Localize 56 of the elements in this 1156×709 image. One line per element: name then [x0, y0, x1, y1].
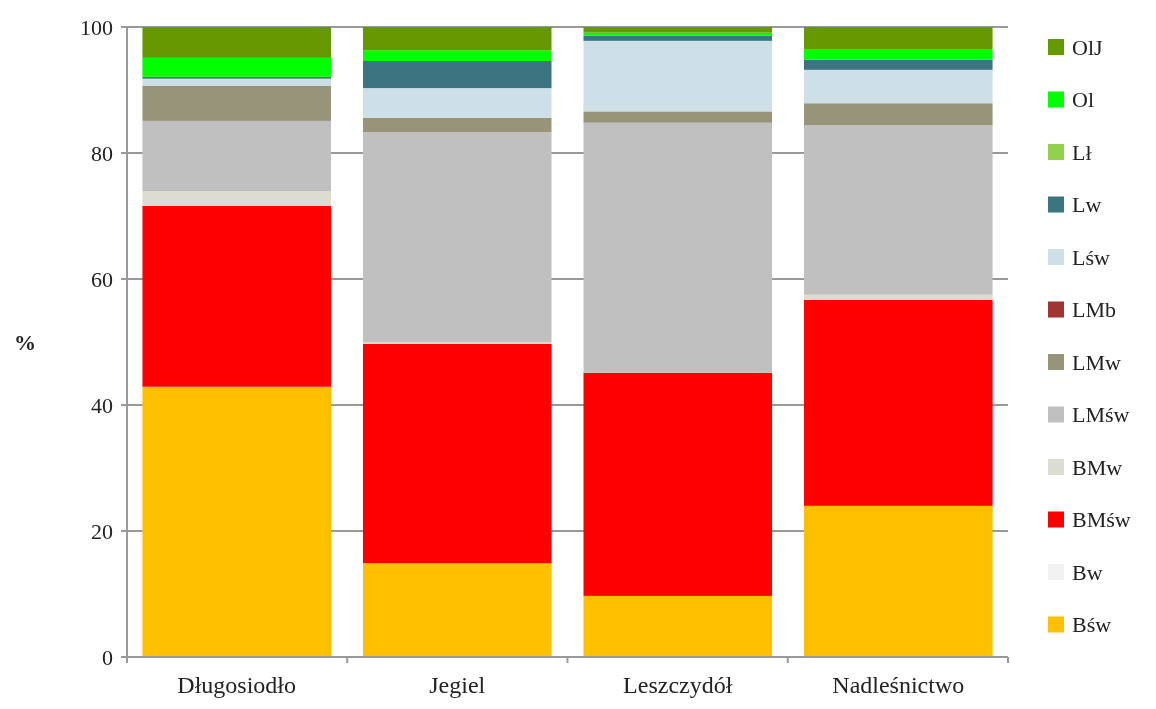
- legend-label: Lł: [1072, 139, 1092, 165]
- bar: [362, 132, 552, 342]
- bar: [583, 40, 773, 112]
- bar: [804, 299, 993, 506]
- y-tick-label: 60: [91, 266, 113, 292]
- bar: [804, 59, 993, 70]
- bar: [804, 27, 993, 50]
- legend-label: BMśw: [1072, 507, 1131, 533]
- legend-label: LMb: [1072, 297, 1116, 323]
- bar: [362, 117, 552, 133]
- bar: [362, 27, 552, 51]
- y-tick-label: 80: [91, 140, 113, 166]
- bar: [583, 27, 773, 33]
- legend-label: BMw: [1072, 454, 1123, 480]
- bar: [142, 57, 331, 77]
- bar: [142, 191, 331, 206]
- y-tick-label: 20: [91, 518, 113, 544]
- bar: [583, 32, 773, 36]
- x-tick-label: Długosiodło: [177, 672, 297, 698]
- bar: [804, 69, 993, 104]
- x-tick-label: Leszczydół: [623, 672, 733, 698]
- bar: [142, 386, 331, 657]
- y-tick-label: 0: [102, 644, 113, 670]
- bar: [583, 35, 773, 41]
- bar: [583, 372, 773, 596]
- legend-label: Bśw: [1072, 612, 1112, 638]
- legend-label: LMśw: [1072, 402, 1130, 428]
- y-axis-title: %: [14, 329, 36, 355]
- x-tick-label: Nadleśnictwo: [832, 672, 965, 698]
- y-tick-label: 100: [80, 14, 113, 40]
- bar: [804, 125, 993, 295]
- bar: [362, 563, 552, 657]
- legend-label: OlJ: [1072, 34, 1103, 60]
- legend-label: Lw: [1072, 192, 1102, 218]
- legend-label: Bw: [1072, 559, 1103, 585]
- bar: [583, 595, 773, 657]
- bar: [583, 122, 773, 373]
- x-tick-label: Jegiel: [429, 672, 486, 698]
- bar: [362, 88, 552, 118]
- legend-label: LMw: [1072, 349, 1121, 375]
- bar: [804, 505, 993, 657]
- bar: [142, 78, 331, 86]
- bar: [362, 343, 552, 564]
- bar: [583, 111, 773, 123]
- bar: [362, 50, 552, 62]
- bar: [804, 294, 993, 300]
- bar: [142, 85, 331, 121]
- legend-label: Lśw: [1072, 244, 1110, 270]
- bar: [362, 61, 552, 89]
- bar: [142, 120, 331, 192]
- legend-label: Ol: [1072, 87, 1094, 113]
- y-tick-label: 40: [91, 392, 113, 418]
- bar: [142, 205, 331, 387]
- bar: [804, 103, 993, 126]
- bar: [804, 49, 993, 60]
- bar: [142, 27, 331, 58]
